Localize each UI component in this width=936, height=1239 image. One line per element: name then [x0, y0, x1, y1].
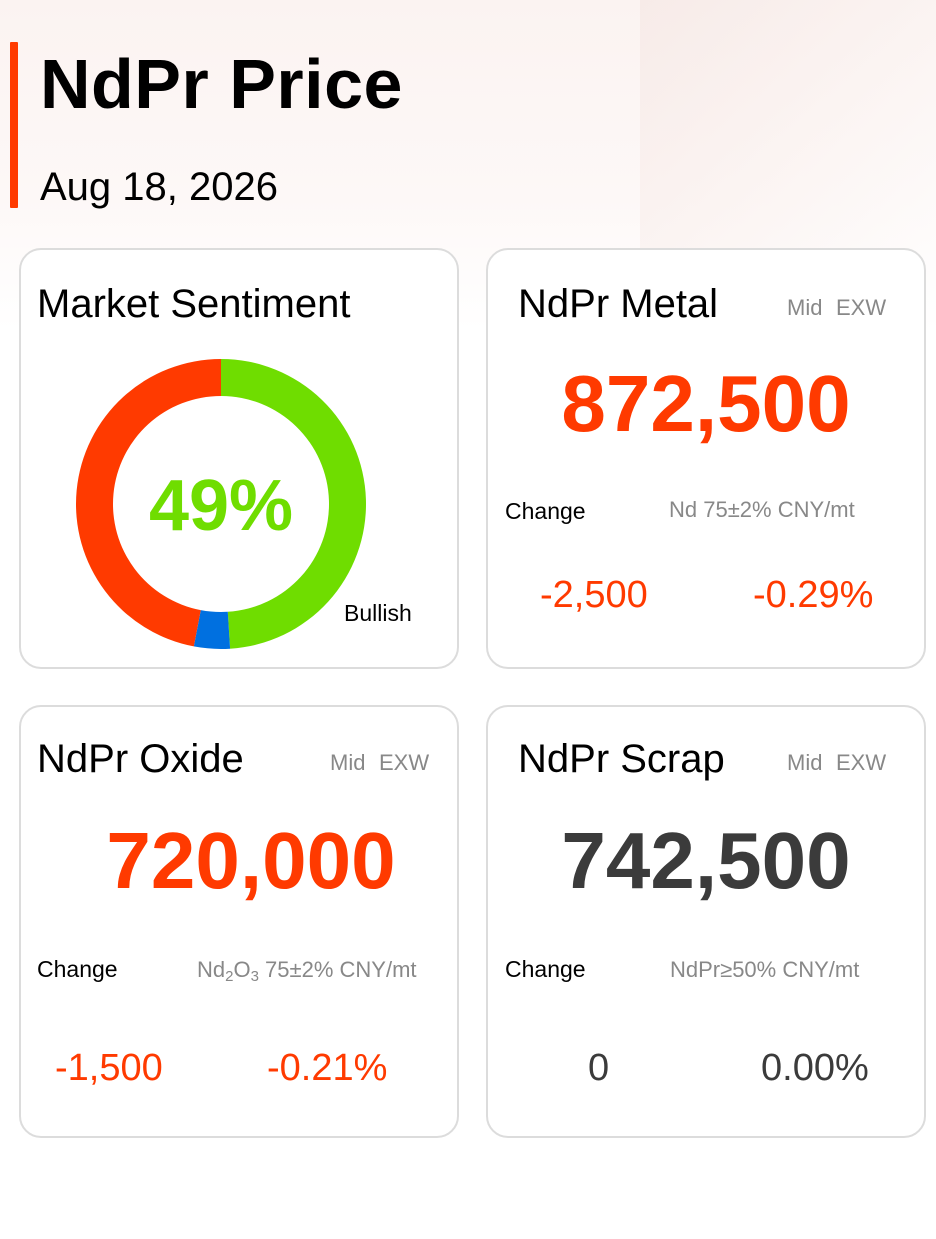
title-accent-bar: [10, 42, 18, 208]
oxide-spec-mid: O: [233, 957, 251, 982]
market-sentiment-card[interactable]: Market Sentiment 49% Bullish: [19, 248, 459, 669]
oxide-change-pct: -0.21%: [267, 1047, 388, 1089]
ndpr-metal-card[interactable]: NdPr Metal Mid EXW 872,500 Change Nd 75±…: [486, 248, 926, 669]
metal-change-abs: -2,500: [540, 574, 648, 616]
oxide-spec-prefix: Nd: [197, 957, 226, 982]
metal-price: 872,500: [561, 359, 851, 448]
scrap-change-abs: 0: [588, 1047, 610, 1089]
oxide-price: 720,000: [106, 816, 396, 905]
oxide-spec-sub1: 2: [225, 968, 234, 985]
sentiment-donut-chart: [76, 359, 366, 649]
scrap-change-pct: 0.00%: [761, 1047, 869, 1089]
donut-segment-bullish: [221, 359, 366, 649]
donut-segment-bearish: [76, 359, 222, 647]
scrap-tag-mid: Mid: [787, 750, 823, 775]
oxide-tag-exw: EXW: [379, 750, 430, 775]
ndpr-oxide-card[interactable]: NdPr Oxide Mid EXW 720,000 Change Nd2O3 …: [19, 705, 459, 1138]
metal-change-label: Change: [505, 498, 586, 524]
donut-segment-neutral: [193, 610, 231, 649]
metal-title: NdPr Metal: [518, 282, 719, 326]
metal-change-pct: -0.29%: [753, 574, 874, 616]
metal-spec: Nd 75±2% CNY/mt: [669, 497, 855, 522]
page-date: Aug 18, 2026: [40, 165, 278, 209]
oxide-spec-suffix: 75±2% CNY/mt: [258, 957, 417, 982]
oxide-title: NdPr Oxide: [37, 737, 244, 781]
metal-tag-exw: EXW: [836, 295, 887, 320]
sentiment-label: Bullish: [344, 600, 412, 626]
page-title: NdPr Price: [40, 45, 403, 123]
oxide-spec-sub2: 3: [250, 968, 259, 985]
oxide-tag-mid: Mid: [330, 750, 366, 775]
scrap-title: NdPr Scrap: [518, 737, 725, 781]
scrap-price: 742,500: [561, 816, 851, 905]
oxide-spec: Nd2O3 75±2% CNY/mt: [197, 957, 417, 985]
sentiment-percent: 49%: [148, 466, 294, 546]
ndpr-scrap-card[interactable]: NdPr Scrap Mid EXW 742,500 Change NdPr≥5…: [486, 705, 926, 1138]
sentiment-title: Market Sentiment: [37, 282, 351, 326]
metal-tag-mid: Mid: [787, 295, 823, 320]
scrap-change-label: Change: [505, 956, 586, 982]
oxide-change-abs: -1,500: [55, 1047, 163, 1089]
oxide-change-label: Change: [37, 956, 118, 982]
scrap-spec: NdPr≥50% CNY/mt: [670, 957, 860, 982]
scrap-tag-exw: EXW: [836, 750, 887, 775]
